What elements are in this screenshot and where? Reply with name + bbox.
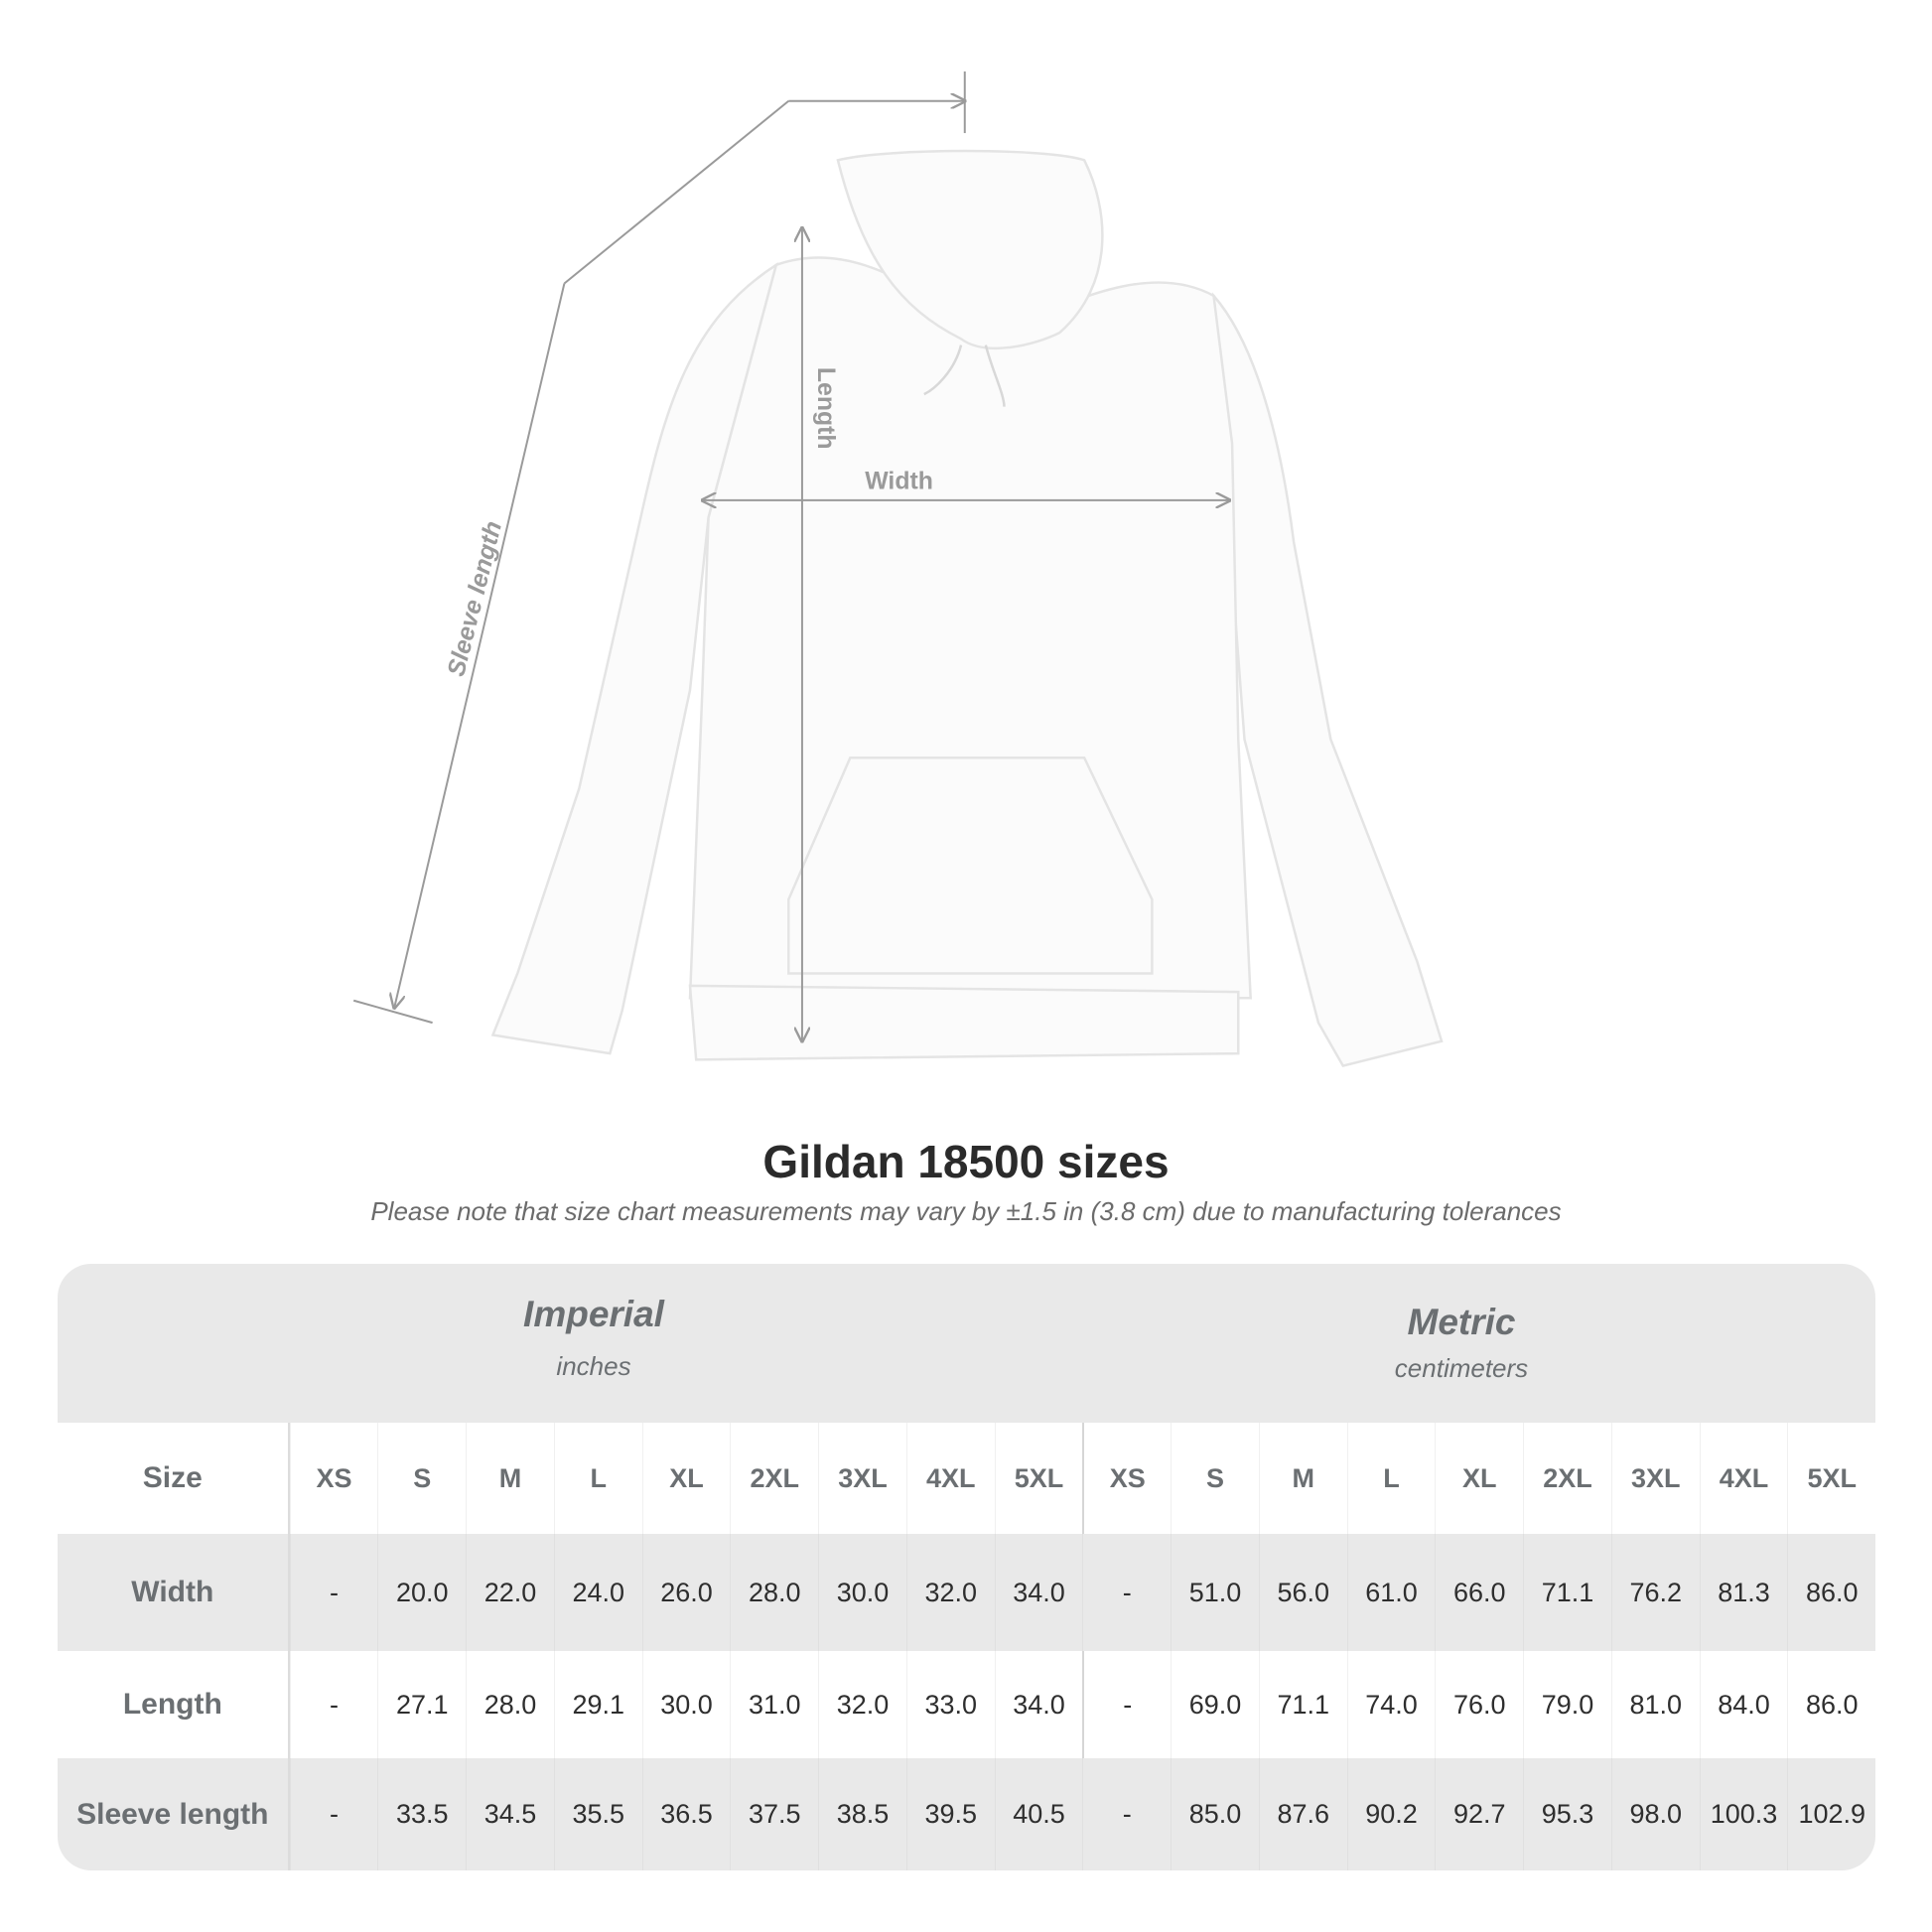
table-cell: 38.5 (818, 1758, 906, 1870)
table-cell: 34.5 (466, 1758, 554, 1870)
metric-unit: centimeters (1394, 1353, 1529, 1383)
table-cell: 81.0 (1610, 1651, 1700, 1758)
table-cell: 71.1 (1523, 1534, 1611, 1651)
table-header: Imperial inches Metric centimeters (58, 1264, 1875, 1423)
row-label: Length (58, 1651, 290, 1758)
table-cell: 28.0 (466, 1651, 554, 1758)
size-table: Imperial inches Metric centimeters Size X… (58, 1264, 1875, 1870)
size-row: Size XS S M L XL 2XL 3XL 4XL 5XL XS S M L XL 2XL 3XL 4XL 5… (58, 1423, 1875, 1534)
size-header-imperial-xl: XL (641, 1423, 731, 1534)
sleeve-length-row: Sleeve length -33.5 34.5 35.5 36.5 37.5 38.5 39… (58, 1758, 1875, 1870)
table-cell: 84.0 (1699, 1651, 1788, 1758)
table-cell: 66.0 (1435, 1534, 1523, 1651)
sleeve-bottom-tick (352, 999, 433, 1025)
table-cell: 81.3 (1699, 1534, 1788, 1651)
size-header-metric-4xl: 4XL (1699, 1423, 1788, 1534)
table-cell: 31.0 (730, 1651, 818, 1758)
imperial-unit: inches (556, 1351, 631, 1381)
size-header-metric-3xl: 3XL (1610, 1423, 1700, 1534)
size-header-imperial-4xl: 4XL (905, 1423, 995, 1534)
table-cell: 24.0 (553, 1534, 642, 1651)
table-cell: - (1082, 1758, 1171, 1870)
table-cell: 56.0 (1258, 1534, 1347, 1651)
table-cell: 95.3 (1523, 1758, 1611, 1870)
dimension-lines (352, 70, 1229, 1041)
table-cell: 86.0 (1787, 1534, 1875, 1651)
table-cell: 34.0 (994, 1651, 1083, 1758)
table-cell: 32.0 (905, 1534, 995, 1651)
table-cell: 90.2 (1346, 1758, 1436, 1870)
size-header-imperial-m: M (466, 1423, 554, 1534)
table-cell: 20.0 (377, 1534, 466, 1651)
size-header-imperial-2xl: 2XL (730, 1423, 818, 1534)
table-cell: 51.0 (1171, 1534, 1259, 1651)
size-header-metric-m: M (1258, 1423, 1347, 1534)
table-cell: 79.0 (1523, 1651, 1611, 1758)
table-cell: 85.0 (1171, 1758, 1259, 1870)
table-cell: 32.0 (818, 1651, 906, 1758)
table-cell: 26.0 (641, 1534, 731, 1651)
row-label: Sleeve length (58, 1758, 290, 1870)
size-header-metric-xl: XL (1435, 1423, 1523, 1534)
length-row: Length -27.1 28.0 29.1 30.0 31.0 32.0 33.0 34.0-… (58, 1651, 1875, 1758)
table-cell: 28.0 (730, 1534, 818, 1651)
table-cell: 76.2 (1610, 1534, 1700, 1651)
metric-title: Metric (1407, 1302, 1516, 1342)
size-header-metric-s: S (1171, 1423, 1259, 1534)
size-header-metric-5xl: 5XL (1787, 1423, 1875, 1534)
table-cell: 71.1 (1258, 1651, 1347, 1758)
row-label: Width (58, 1534, 290, 1651)
imperial-title: Imperial (523, 1294, 664, 1334)
table-cell: 29.1 (553, 1651, 642, 1758)
table-cell: 69.0 (1171, 1651, 1259, 1758)
size-header-label: Size (58, 1423, 290, 1534)
metric-group: Metric centimeters (1164, 1302, 1759, 1384)
imperial-group: Imperial inches (296, 1294, 892, 1382)
size-header-imperial-s: S (377, 1423, 466, 1534)
table-cell: 39.5 (905, 1758, 995, 1870)
table-cell: 61.0 (1346, 1534, 1436, 1651)
size-header-imperial-3xl: 3XL (818, 1423, 906, 1534)
table-cell: - (289, 1758, 378, 1870)
table-cell: 35.5 (553, 1758, 642, 1870)
width-label: Width (865, 469, 933, 495)
size-header-metric-xs: XS (1082, 1423, 1171, 1534)
table-cell: 76.0 (1435, 1651, 1523, 1758)
table-cell: 34.0 (994, 1534, 1083, 1651)
table-cell: 30.0 (641, 1651, 731, 1758)
table-cell: - (289, 1651, 378, 1758)
table-cell: 33.0 (905, 1651, 995, 1758)
table-cell: 74.0 (1346, 1651, 1436, 1758)
size-header-metric-l: L (1346, 1423, 1436, 1534)
size-header-metric-2xl: 2XL (1523, 1423, 1611, 1534)
table-cell: 100.3 (1699, 1758, 1788, 1870)
sleeve-length-label: Sleeve length (443, 518, 507, 679)
table-cell: 30.0 (818, 1534, 906, 1651)
table-cell: 102.9 (1787, 1758, 1875, 1870)
table-cell: 22.0 (466, 1534, 554, 1651)
table-cell: 27.1 (377, 1651, 466, 1758)
table-cell: - (289, 1534, 378, 1651)
table-cell: - (1082, 1651, 1171, 1758)
table-cell: 40.5 (994, 1758, 1083, 1870)
table-cell: 86.0 (1787, 1651, 1875, 1758)
size-header-imperial-5xl: 5XL (994, 1423, 1083, 1534)
hoodie-illustration: Sleeve length Length Width (352, 70, 1444, 1067)
table-cell: 33.5 (377, 1758, 466, 1870)
table-cell: 98.0 (1610, 1758, 1700, 1870)
table-cell: 92.7 (1435, 1758, 1523, 1870)
hoodie-shape (490, 149, 1444, 1067)
size-header-imperial-xs: XS (289, 1423, 378, 1534)
chart-title: Gildan 18500 sizes (762, 1136, 1170, 1187)
size-header-imperial-l: L (553, 1423, 642, 1534)
tolerance-note: Please note that size chart measurements… (370, 1196, 1562, 1226)
length-label: Length (812, 367, 839, 450)
table-cell: - (1082, 1534, 1171, 1651)
table-cell: 36.5 (641, 1758, 731, 1870)
width-row: Width -20.0 22.0 24.0 26.0 28.0 30.0 32.0 34.0-5… (58, 1534, 1875, 1651)
table-cell: 37.5 (730, 1758, 818, 1870)
table-cell: 87.6 (1258, 1758, 1347, 1870)
